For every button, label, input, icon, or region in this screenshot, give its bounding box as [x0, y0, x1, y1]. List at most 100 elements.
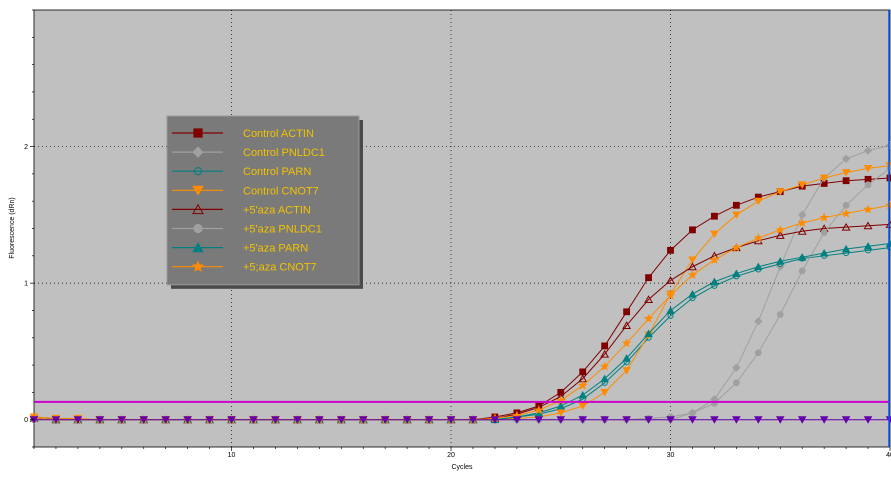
data-point [117, 416, 127, 424]
data-point [863, 416, 873, 424]
data-point [687, 262, 697, 271]
data-point [687, 269, 698, 280]
data-point [775, 188, 785, 196]
data-point [490, 416, 500, 424]
data-point [666, 416, 675, 424]
legend-item[interactable]: Control ACTIN [172, 128, 314, 140]
data-point [798, 267, 806, 275]
data-point [95, 416, 105, 424]
legend-label: +5'aza PNLDC1 [243, 224, 322, 236]
series-9 [29, 416, 891, 424]
data-point [336, 416, 346, 424]
data-point [315, 416, 324, 424]
legend-label: Control PARN [243, 166, 311, 178]
x-tick-label: 40 [886, 452, 891, 459]
data-point [863, 242, 873, 250]
data-point [732, 201, 740, 209]
data-point [205, 416, 214, 424]
data-point [775, 416, 785, 424]
data-point [665, 290, 676, 300]
data-point [863, 204, 873, 214]
x-tick-label: 10 [228, 452, 236, 459]
data-point [601, 342, 609, 350]
data-point [192, 146, 204, 158]
data-point [192, 242, 204, 253]
legend-label: Control ACTIN [243, 128, 314, 140]
data-point [710, 230, 719, 239]
data-point [139, 416, 149, 424]
data-point [643, 313, 654, 323]
legend-item[interactable]: +5;aza CNOT7 [172, 260, 317, 274]
data-point [710, 277, 719, 286]
data-point [754, 317, 763, 326]
data-point [183, 416, 192, 424]
data-point [644, 416, 653, 424]
data-point [841, 244, 851, 253]
plot-area [33, 9, 891, 448]
data-point [732, 379, 740, 387]
data-point [577, 380, 588, 390]
data-point [689, 226, 696, 234]
data-point [666, 276, 675, 284]
data-point [841, 154, 851, 164]
data-point [885, 220, 891, 228]
data-point [864, 181, 872, 189]
data-point [797, 253, 807, 261]
data-point [710, 416, 719, 424]
data-point [819, 212, 829, 222]
data-point [161, 416, 170, 424]
legend[interactable]: Control ACTIN Control PNLDC1 Control PARN C… [166, 115, 363, 289]
data-point [468, 416, 478, 424]
axes: 10 20 30 40 0 1 2 [24, 9, 891, 459]
data-point [556, 409, 566, 417]
data-point [402, 416, 412, 424]
data-point [797, 181, 807, 189]
data-point [380, 416, 390, 424]
data-point [776, 311, 784, 318]
data-point [666, 306, 675, 314]
legend-item[interactable]: +5'aza PARN [172, 242, 308, 255]
y-tick-label: 2 [24, 144, 28, 151]
data-point [512, 416, 522, 424]
legend-item[interactable]: Control PARN [172, 166, 311, 178]
data-point [600, 374, 609, 383]
data-point [754, 416, 763, 424]
data-point [193, 167, 203, 176]
data-point [73, 416, 83, 424]
data-point [754, 197, 763, 206]
legend-label: Control CNOT7 [243, 185, 319, 197]
data-point [599, 361, 610, 371]
data-point [227, 416, 236, 424]
data-point [358, 416, 368, 424]
data-point [732, 269, 741, 277]
data-point [534, 416, 544, 424]
data-point [842, 177, 850, 185]
x-tick-label: 30 [667, 452, 675, 459]
legend-item[interactable]: Control PNLDC1 [172, 146, 325, 159]
legend-item[interactable]: +5'aza PNLDC1 [172, 224, 322, 236]
data-point [689, 409, 696, 417]
legend-item[interactable]: +5'aza ACTIN [172, 203, 311, 216]
data-point [578, 402, 588, 411]
data-point [293, 416, 302, 424]
data-point [534, 405, 544, 415]
data-point [775, 231, 785, 239]
data-point [192, 203, 204, 215]
data-point [819, 416, 829, 424]
data-point [754, 262, 763, 271]
data-point [621, 338, 632, 348]
data-point [622, 416, 631, 424]
legend-box [166, 115, 360, 286]
data-point [622, 354, 631, 362]
data-point [775, 257, 785, 265]
data-point [688, 416, 697, 424]
data-point [578, 391, 588, 399]
data-point [556, 401, 566, 410]
legend-item[interactable]: Control CNOT7 [172, 185, 319, 197]
data-point [192, 185, 204, 196]
data-point [863, 165, 873, 173]
y-axis-label: Fluorescence (dRn) [9, 197, 16, 258]
data-point [841, 416, 851, 424]
data-point [644, 295, 654, 304]
legend-label: +5'aza PARN [243, 243, 308, 255]
